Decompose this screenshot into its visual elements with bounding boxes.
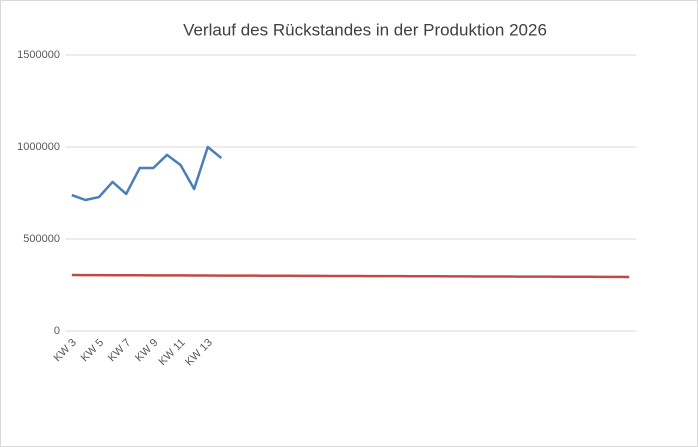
series-line <box>71 145 223 202</box>
y-tick-label: 1000000 <box>17 141 60 153</box>
y-tick-label: 1500000 <box>17 49 60 61</box>
series-line <box>71 273 630 279</box>
y-tick-label: 0 <box>54 325 60 337</box>
chart-title: Verlauf des Rückstandes in der Produktio… <box>183 20 547 39</box>
y-tick-label: 500000 <box>23 233 60 245</box>
